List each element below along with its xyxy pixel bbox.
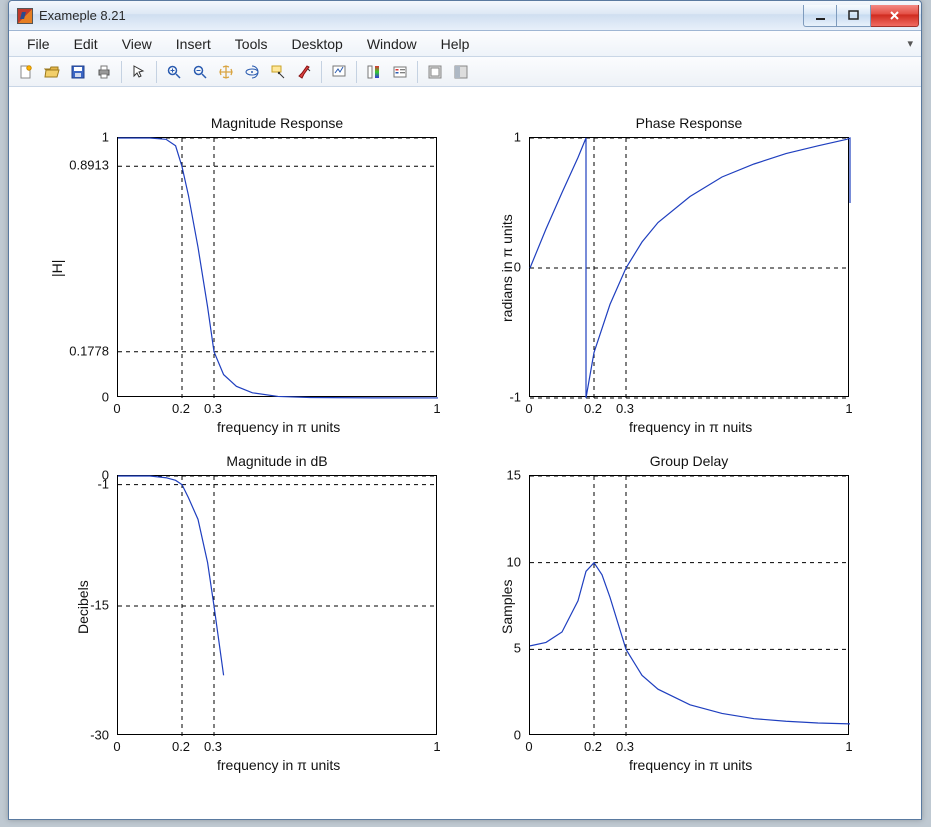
menu-tools[interactable]: Tools [223,32,280,56]
xtick: 0.3 [204,401,222,416]
ytick: 1 [102,130,109,145]
ytick: 0 [102,390,109,405]
toolbar-separator [356,61,357,83]
xtick: 0 [113,401,120,416]
toolbar-separator [121,61,122,83]
rotate3d-icon[interactable] [240,60,264,84]
menu-file[interactable]: File [15,32,62,56]
ytick: 0 [514,728,521,743]
panel-magnitude-response[interactable] [117,137,437,397]
xtick: 0.3 [616,401,634,416]
panel-phase-response[interactable] [529,137,849,397]
menu-view[interactable]: View [110,32,164,56]
open-icon[interactable] [40,60,64,84]
xtick: 1 [845,401,852,416]
titlebar[interactable]: Exameple 8.21 [9,1,921,31]
panel3-ylabel: Decibels [75,580,91,634]
xtick: 0.2 [584,401,602,416]
xtick: 0 [525,739,532,754]
hide-plot-tools-icon[interactable] [423,60,447,84]
new-figure-icon[interactable] [14,60,38,84]
legend-icon[interactable] [388,60,412,84]
toolbar [9,57,921,87]
xtick: 1 [433,739,440,754]
xtick: 1 [433,401,440,416]
ytick: -30 [90,728,109,743]
menubar: File Edit View Insert Tools Desktop Wind… [9,31,921,57]
xtick: 0 [525,401,532,416]
link-icon[interactable] [327,60,351,84]
menu-help[interactable]: Help [429,32,482,56]
panel3-xlabel: frequency in π units [217,757,340,773]
close-button[interactable] [871,5,919,27]
panel-magnitude-db[interactable] [117,475,437,735]
panel3-title: Magnitude in dB [226,453,327,469]
ytick: 0 [514,260,521,275]
datacursor-icon[interactable] [266,60,290,84]
figure-area: Magnitude Response frequency in π units … [9,87,921,819]
pan-icon[interactable] [214,60,238,84]
xtick: 0.3 [616,739,634,754]
figure-window: Exameple 8.21 File Edit View Insert Tool… [8,0,922,820]
panel2-xlabel: frequency in π nuits [629,419,752,435]
brush-icon[interactable] [292,60,316,84]
zoom-in-icon[interactable] [162,60,186,84]
panel1-title: Magnitude Response [211,115,343,131]
zoom-out-icon[interactable] [188,60,212,84]
print-icon[interactable] [92,60,116,84]
ytick: 0.1778 [69,343,109,358]
ytick: -15 [90,598,109,613]
maximize-button[interactable] [837,5,871,27]
menu-desktop[interactable]: Desktop [279,32,354,56]
panel2-title: Phase Response [636,115,743,131]
menu-edit[interactable]: Edit [62,32,110,56]
menu-insert[interactable]: Insert [164,32,223,56]
window-buttons [803,5,919,27]
dock-icon[interactable] [449,60,473,84]
xtick: 0.2 [172,401,190,416]
ytick: 5 [514,641,521,656]
ytick: 0 [102,468,109,483]
panel-group-delay[interactable] [529,475,849,735]
ytick: 15 [507,468,521,483]
ytick: 10 [507,554,521,569]
panel4-title: Group Delay [650,453,729,469]
ytick: 0.8913 [69,158,109,173]
ytick: -1 [509,390,521,405]
panel2-ylabel: radians in π units [499,214,515,322]
pointer-icon[interactable] [127,60,151,84]
panel4-xlabel: frequency in π units [629,757,752,773]
menu-overflow-icon[interactable]: ▾ [907,37,913,50]
ytick: 1 [514,130,521,145]
toolbar-separator [156,61,157,83]
xtick: 0.2 [584,739,602,754]
toolbar-separator [417,61,418,83]
save-icon[interactable] [66,60,90,84]
panel4-ylabel: Samples [499,580,515,634]
window-title: Exameple 8.21 [39,8,803,23]
xtick: 0.3 [204,739,222,754]
xtick: 1 [845,739,852,754]
minimize-button[interactable] [803,5,837,27]
colorbar-icon[interactable] [362,60,386,84]
panel1-xlabel: frequency in π units [217,419,340,435]
xtick: 0.2 [172,739,190,754]
menu-window[interactable]: Window [355,32,429,56]
matlab-icon [17,8,33,24]
panel1-ylabel: |H| [49,260,65,277]
toolbar-separator [321,61,322,83]
xtick: 0 [113,739,120,754]
